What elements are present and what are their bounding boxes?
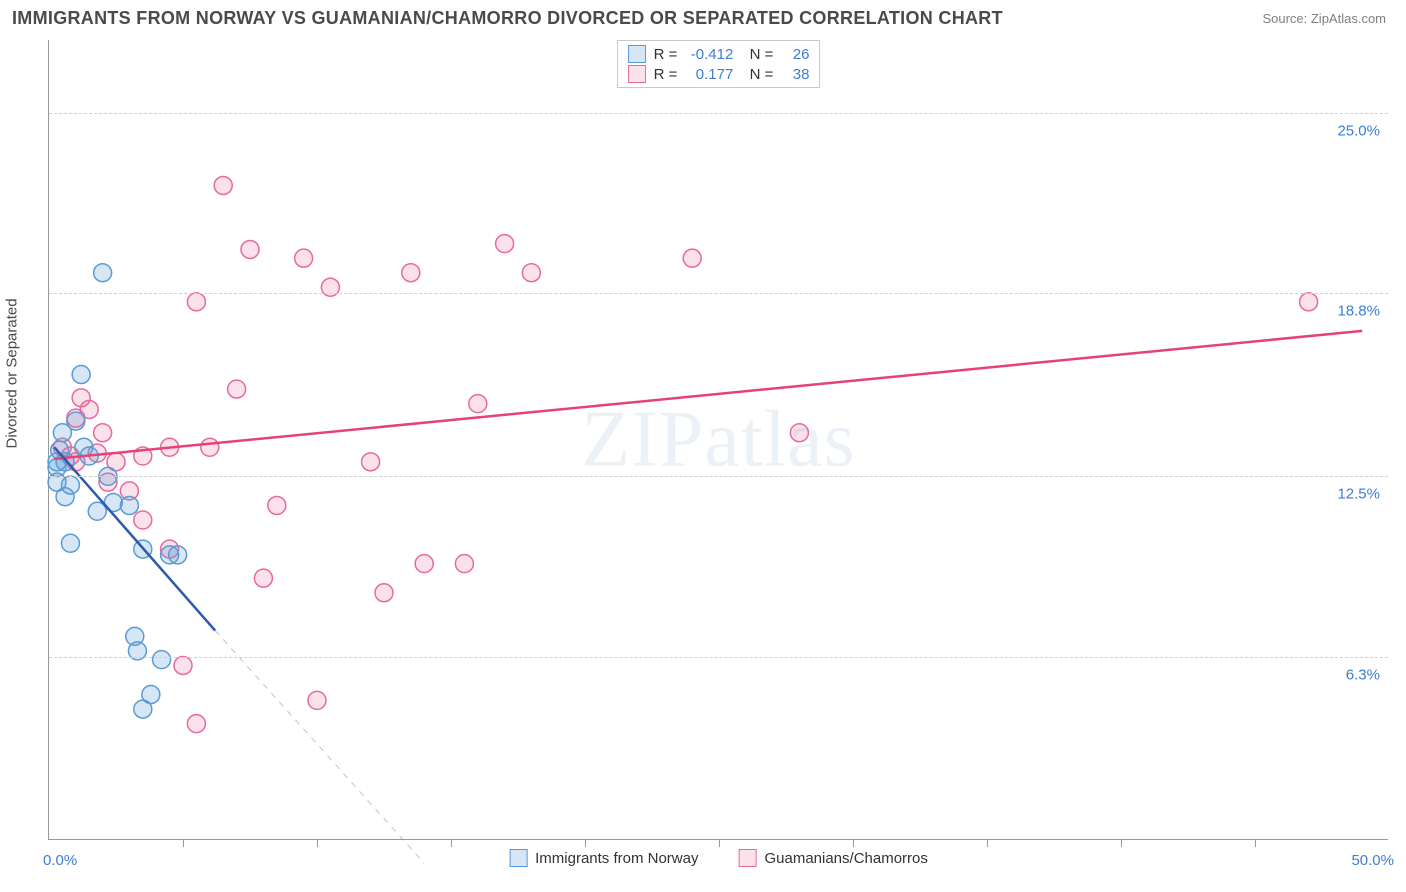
trend-line-extension bbox=[215, 631, 424, 864]
data-point bbox=[455, 555, 473, 573]
data-point bbox=[375, 584, 393, 602]
data-point bbox=[94, 264, 112, 282]
gridline bbox=[49, 657, 1388, 658]
data-point bbox=[214, 176, 232, 194]
data-point bbox=[174, 656, 192, 674]
data-point bbox=[496, 235, 514, 253]
chart-area: ZIPatlas R = -0.412 N = 26 R = 0.177 N =… bbox=[48, 40, 1388, 840]
data-point bbox=[153, 651, 171, 669]
gridline bbox=[49, 113, 1388, 114]
data-point bbox=[402, 264, 420, 282]
swatch-pink-icon bbox=[738, 849, 756, 867]
data-point bbox=[268, 496, 286, 514]
y-tick-label: 25.0% bbox=[1337, 122, 1380, 139]
legend-pink-r: 0.177 bbox=[685, 66, 733, 83]
x-tick bbox=[987, 839, 988, 847]
data-point bbox=[522, 264, 540, 282]
legend-blue-r: -0.412 bbox=[685, 46, 733, 63]
x-tick bbox=[1121, 839, 1122, 847]
data-point bbox=[134, 511, 152, 529]
x-max-label: 50.0% bbox=[1351, 852, 1394, 869]
data-point bbox=[94, 424, 112, 442]
data-point bbox=[254, 569, 272, 587]
y-tick-label: 6.3% bbox=[1346, 666, 1380, 683]
y-tick-label: 18.8% bbox=[1337, 303, 1380, 320]
swatch-blue bbox=[628, 45, 646, 63]
data-point bbox=[201, 438, 219, 456]
correlation-legend: R = -0.412 N = 26 R = 0.177 N = 38 bbox=[617, 40, 821, 88]
legend-r-label: R = bbox=[654, 46, 678, 63]
data-point bbox=[187, 293, 205, 311]
data-point bbox=[790, 424, 808, 442]
source-attribution: Source: ZipAtlas.com bbox=[1262, 11, 1386, 26]
data-point bbox=[683, 249, 701, 267]
scatter-plot bbox=[49, 40, 1388, 839]
legend-r-label: R = bbox=[654, 66, 678, 83]
x-min-label: 0.0% bbox=[43, 852, 77, 869]
x-tick bbox=[719, 839, 720, 847]
data-point bbox=[362, 453, 380, 471]
x-tick bbox=[853, 839, 854, 847]
legend-n-label: N = bbox=[741, 66, 773, 83]
y-tick-label: 12.5% bbox=[1337, 486, 1380, 503]
legend-blue-label: Immigrants from Norway bbox=[535, 850, 698, 867]
x-tick bbox=[585, 839, 586, 847]
data-point bbox=[415, 555, 433, 573]
x-tick bbox=[1255, 839, 1256, 847]
data-point bbox=[469, 395, 487, 413]
data-point bbox=[295, 249, 313, 267]
legend-pink-n: 38 bbox=[781, 66, 809, 83]
gridline bbox=[49, 476, 1388, 477]
data-point bbox=[187, 715, 205, 733]
y-axis-label: Divorced or Separated bbox=[4, 298, 21, 448]
x-tick bbox=[183, 839, 184, 847]
data-point bbox=[228, 380, 246, 398]
x-tick bbox=[317, 839, 318, 847]
swatch-blue-icon bbox=[509, 849, 527, 867]
data-point bbox=[61, 534, 79, 552]
legend-pink-label: Guamanians/Chamorros bbox=[764, 850, 927, 867]
trend-line bbox=[54, 331, 1362, 459]
data-point bbox=[72, 366, 90, 384]
legend-blue-n: 26 bbox=[781, 46, 809, 63]
data-point bbox=[120, 496, 138, 514]
chart-title: IMMIGRANTS FROM NORWAY VS GUAMANIAN/CHAM… bbox=[12, 8, 1003, 29]
x-tick bbox=[451, 839, 452, 847]
data-point bbox=[142, 686, 160, 704]
legend-n-label: N = bbox=[741, 46, 773, 63]
data-point bbox=[241, 240, 259, 258]
swatch-pink bbox=[628, 65, 646, 83]
series-legend: Immigrants from Norway Guamanians/Chamor… bbox=[509, 849, 928, 867]
data-point bbox=[61, 476, 79, 494]
data-point bbox=[308, 691, 326, 709]
data-point bbox=[67, 412, 85, 430]
data-point bbox=[1300, 293, 1318, 311]
gridline bbox=[49, 293, 1388, 294]
data-point bbox=[169, 546, 187, 564]
